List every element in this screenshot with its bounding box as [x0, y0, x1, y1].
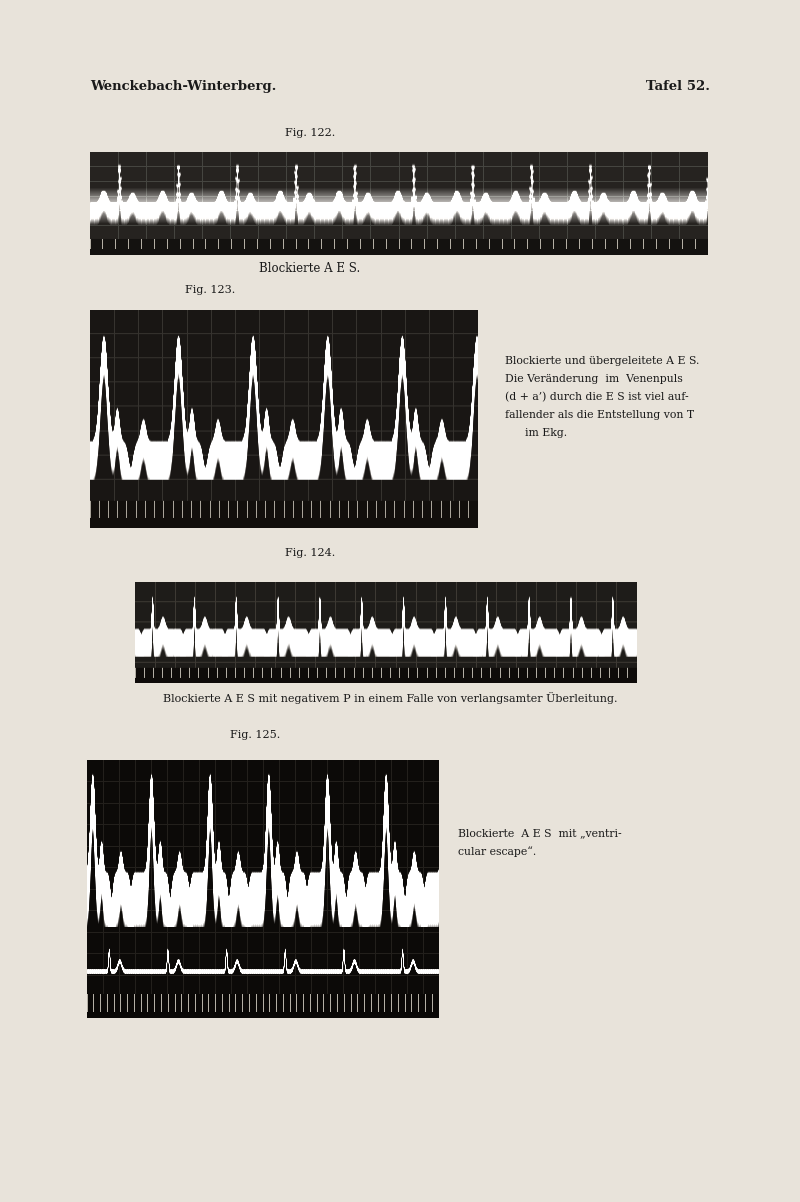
Text: Fig. 122.: Fig. 122.: [285, 127, 335, 138]
Text: Blockierte  A E S  mit „ventri-: Blockierte A E S mit „ventri-: [458, 828, 622, 838]
Text: Fig. 125.: Fig. 125.: [230, 730, 280, 740]
Text: im Ekg.: im Ekg.: [525, 428, 567, 438]
Text: cular escape“.: cular escape“.: [458, 846, 536, 857]
Text: Fig. 124.: Fig. 124.: [285, 548, 335, 558]
Text: Blockierte A E S mit negativem P in einem Falle von verlangsamter Überleitung.: Blockierte A E S mit negativem P in eine…: [162, 692, 618, 704]
Text: Tafel 52.: Tafel 52.: [646, 81, 710, 93]
Text: Fig. 123.: Fig. 123.: [185, 285, 235, 294]
Text: fallender als die Entstellung von T: fallender als die Entstellung von T: [505, 410, 694, 419]
Text: (d + a’) durch die E S ist viel auf-: (d + a’) durch die E S ist viel auf-: [505, 392, 689, 403]
Text: Blockierte und übergeleitete A E S.: Blockierte und übergeleitete A E S.: [505, 356, 699, 365]
Text: Blockierte A E S.: Blockierte A E S.: [259, 262, 361, 275]
Text: Die Veränderung  im  Venenpuls: Die Veränderung im Venenpuls: [505, 374, 682, 383]
Text: Wenckebach-Winterberg.: Wenckebach-Winterberg.: [90, 81, 276, 93]
